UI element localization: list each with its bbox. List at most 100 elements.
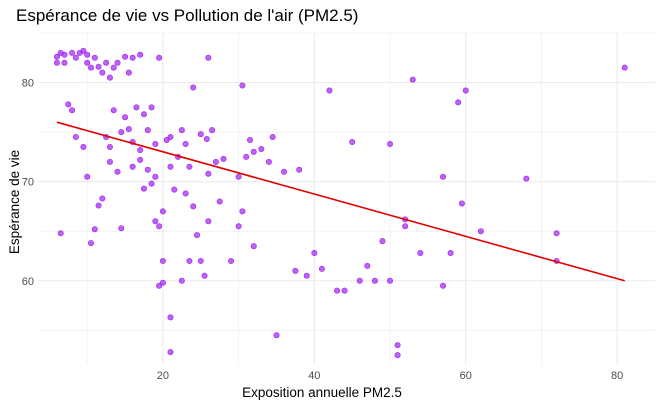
data-point [250, 148, 257, 155]
data-point [296, 166, 303, 173]
data-point [137, 146, 144, 153]
data-point [72, 54, 79, 61]
data-point [148, 180, 155, 187]
data-point [250, 243, 257, 250]
data-point [156, 223, 163, 230]
data-point [239, 208, 246, 215]
data-point [186, 163, 193, 170]
data-point [281, 168, 288, 175]
x-tick-labels: 20 40 60 80 [157, 370, 623, 382]
data-point [53, 59, 60, 66]
data-point [364, 262, 371, 269]
data-point [447, 250, 454, 257]
data-point [152, 173, 159, 180]
data-point [99, 69, 106, 76]
data-point [440, 282, 447, 289]
data-point [186, 257, 193, 264]
data-point [99, 195, 106, 202]
data-point [455, 99, 462, 106]
data-point [87, 64, 94, 71]
data-point [125, 126, 132, 133]
data-point [326, 87, 333, 94]
data-point [311, 250, 318, 257]
y-tick-label: 60 [22, 276, 34, 288]
data-point [178, 127, 185, 134]
data-point [171, 186, 178, 193]
data-point [387, 140, 394, 147]
data-point [140, 185, 147, 192]
data-point [523, 175, 530, 182]
y-tick-label: 70 [22, 177, 34, 189]
data-point [84, 51, 91, 58]
data-point [87, 240, 94, 247]
data-point [122, 53, 129, 60]
y-axis-title: Espérance de vie [7, 150, 22, 254]
data-point [334, 287, 341, 294]
data-point [190, 84, 197, 91]
y-tick-label: 80 [22, 78, 34, 90]
data-point [61, 59, 68, 66]
data-point [61, 51, 68, 58]
data-point [205, 218, 212, 225]
data-point [341, 287, 348, 294]
data-point [379, 238, 386, 245]
data-point [197, 257, 204, 264]
data-point [205, 170, 212, 177]
data-point [356, 277, 363, 284]
trend-line-group [56, 121, 625, 282]
data-point [235, 223, 242, 230]
data-point [167, 349, 174, 356]
data-point [203, 136, 210, 143]
data-point [133, 104, 140, 111]
data-point [159, 279, 166, 286]
data-point [159, 257, 166, 264]
data-point [53, 53, 60, 60]
data-point [118, 129, 125, 136]
major-grid [38, 33, 655, 365]
data-point [125, 69, 132, 76]
data-point [148, 104, 155, 111]
data-point [69, 107, 76, 114]
data-point [140, 111, 147, 118]
data-point [216, 198, 223, 205]
data-point [178, 277, 185, 284]
data-point [273, 332, 280, 339]
data-point [106, 74, 113, 81]
data-point [201, 272, 208, 279]
data-point [137, 51, 144, 58]
data-point [106, 158, 113, 165]
data-point [371, 277, 378, 284]
data-point [69, 49, 76, 56]
data-point [205, 54, 212, 61]
data-point [462, 87, 469, 94]
data-point [144, 127, 151, 134]
data-point [137, 156, 144, 163]
data-point [103, 59, 110, 66]
x-tick-label: 20 [157, 370, 169, 382]
data-point [477, 228, 484, 235]
data-point [156, 54, 163, 61]
data-point [110, 64, 117, 71]
data-point [269, 134, 276, 141]
data-point [80, 143, 87, 150]
data-point [212, 158, 219, 165]
data-point [95, 202, 102, 209]
data-point [182, 140, 189, 147]
data-point [57, 230, 64, 237]
data-point [84, 173, 91, 180]
minor-grid [38, 32, 655, 365]
data-point [144, 166, 151, 173]
data-point [110, 107, 117, 114]
data-point [129, 54, 136, 61]
x-axis-title: Exposition annuelle PM2.5 [242, 385, 402, 400]
data-point [458, 200, 465, 207]
x-tick-label: 80 [611, 370, 623, 382]
data-point [84, 59, 91, 66]
data-point [265, 158, 272, 165]
x-tick-label: 40 [308, 370, 320, 382]
data-point [114, 59, 121, 66]
data-point [387, 277, 394, 284]
data-point [167, 134, 174, 141]
data-point [220, 155, 227, 162]
data-point [318, 265, 325, 272]
